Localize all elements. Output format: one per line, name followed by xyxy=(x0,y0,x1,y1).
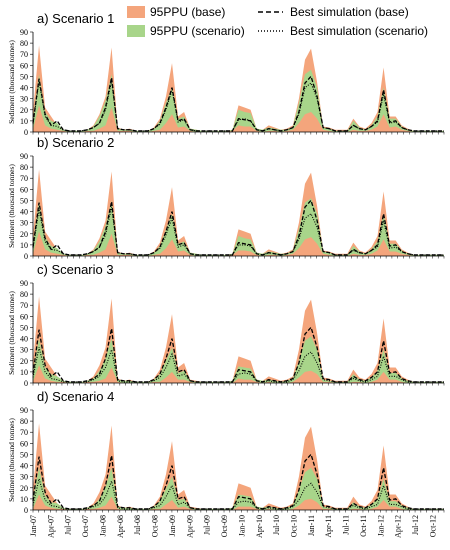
y-tick-label: 80 xyxy=(20,163,28,172)
y-tick-label: 30 xyxy=(20,346,28,355)
y-tick-label: 80 xyxy=(20,290,28,299)
x-tick-label: Jan-10 xyxy=(237,515,246,536)
x-tick-label: Oct-10 xyxy=(290,515,299,537)
x-tick-label: Oct-07 xyxy=(81,515,90,537)
x-tick-label: Apr-09 xyxy=(185,515,194,538)
y-tick-label: 90 xyxy=(20,152,28,161)
panel-2: 0 10 20 30 40 50 60 70 80 90 Sediment (thousand to… xyxy=(7,135,445,261)
legend-swatch-scenario-band xyxy=(127,25,145,37)
panel-title: b) Scenario 2 xyxy=(37,135,114,150)
legend: 95PPU (base) 95PPU (scenario) Best simulat… xyxy=(127,5,428,38)
y-tick-label: 10 xyxy=(20,495,28,504)
y-tick-label: 90 xyxy=(20,28,28,37)
x-tick-label: Jul-11 xyxy=(342,515,351,535)
x-tick-label: Jan-12 xyxy=(376,515,385,536)
x-tick-label: Jan-07 xyxy=(29,515,38,536)
best-sim-base-line xyxy=(32,75,444,132)
panel-4: 0 10 20 30 40 50 60 70 80 90 Sediment (thousand to… xyxy=(7,389,445,515)
legend-label-scenario-band: 95PPU (scenario) xyxy=(150,24,245,38)
y-tick-label: 30 xyxy=(20,219,28,228)
best-sim-base-line xyxy=(32,326,444,383)
x-tick-label: Jan-09 xyxy=(168,515,177,536)
y-tick-label: 0 xyxy=(24,506,28,515)
panel-title: c) Scenario 3 xyxy=(37,262,114,277)
x-tick-label: Oct-11 xyxy=(359,515,368,537)
y-tick-label: 40 xyxy=(20,84,28,93)
y-tick-label: 30 xyxy=(20,473,28,482)
scenario-ppu-band xyxy=(33,336,444,383)
x-tick-label: Jul-07 xyxy=(64,515,73,535)
legend-swatch-base-band xyxy=(127,6,145,18)
y-tick-label: 40 xyxy=(20,462,28,471)
best-sim-base-line xyxy=(32,199,444,256)
y-tick-label: 10 xyxy=(20,241,28,250)
x-tick-label: Jan-08 xyxy=(99,515,108,536)
best-sim-base-line xyxy=(32,453,444,510)
x-tick-label: Apr-10 xyxy=(255,515,264,538)
y-tick-label: 20 xyxy=(20,357,28,366)
y-tick-label: 40 xyxy=(20,335,28,344)
panel-title: d) Scenario 4 xyxy=(37,389,114,404)
y-axis-label: Sediment (thousand tonnes) xyxy=(7,418,16,502)
y-tick-label: 40 xyxy=(20,208,28,217)
best-sim-scenario-line xyxy=(32,206,444,256)
y-tick-label: 60 xyxy=(20,312,28,321)
y-tick-label: 70 xyxy=(20,174,28,183)
y-tick-label: 60 xyxy=(20,61,28,70)
y-tick-label: 50 xyxy=(20,450,28,459)
scenario-ppu-band xyxy=(33,467,444,510)
x-tick-label: Jan-11 xyxy=(307,515,316,536)
y-axis-label: Sediment (thousand tonnes) xyxy=(7,164,16,248)
base-ppu-band xyxy=(33,296,444,383)
y-tick-label: 50 xyxy=(20,323,28,332)
best-sim-scenario-line xyxy=(32,478,444,510)
scenario-ppu-band xyxy=(33,198,444,256)
y-tick-label: 60 xyxy=(20,185,28,194)
y-tick-label: 80 xyxy=(20,39,28,48)
x-tick-label: Jul-09 xyxy=(203,515,212,535)
y-tick-label: 20 xyxy=(20,106,28,115)
x-tick-label: Jul-08 xyxy=(133,515,142,535)
y-tick-label: 20 xyxy=(20,484,28,493)
y-tick-label: 0 xyxy=(24,128,28,137)
x-tick-label: Oct-12 xyxy=(428,515,437,537)
x-tick-label: Jul-12 xyxy=(411,515,420,535)
x-tick-label: Oct-09 xyxy=(220,515,229,537)
y-tick-label: 80 xyxy=(20,417,28,426)
y-tick-label: 20 xyxy=(20,230,28,239)
panel-title: a) Scenario 1 xyxy=(37,11,114,26)
y-tick-label: 30 xyxy=(20,95,28,104)
y-tick-label: 70 xyxy=(20,301,28,310)
legend-label-scenario-line: Best simulation (scenario) xyxy=(290,24,428,38)
y-tick-label: 60 xyxy=(20,439,28,448)
y-tick-label: 50 xyxy=(20,196,28,205)
y-tick-label: 0 xyxy=(24,379,28,388)
x-tick-label: Apr-07 xyxy=(46,515,55,538)
x-tick-label: Apr-12 xyxy=(394,515,403,538)
legend-label-base-band: 95PPU (base) xyxy=(150,5,225,19)
legend-label-base-line: Best simulation (base) xyxy=(290,5,409,19)
x-tick-label: Apr-08 xyxy=(116,515,125,538)
y-tick-label: 70 xyxy=(20,50,28,59)
y-tick-label: 90 xyxy=(20,406,28,415)
x-tick-label: Oct-08 xyxy=(151,515,160,537)
panel-3: 0 10 20 30 40 50 60 70 80 90 Sediment (thousand to… xyxy=(7,262,445,388)
y-tick-label: 10 xyxy=(20,368,28,377)
x-tick-labels: Jan-07 Apr-07 Jul-07 Oct-07 Jan-08 Apr-08 Jul-… xyxy=(29,515,437,538)
best-sim-scenario-line xyxy=(32,80,444,132)
y-axis-label: Sediment (thousand tonnes) xyxy=(7,291,16,375)
y-tick-label: 10 xyxy=(20,117,28,126)
x-tick-label: Jul-10 xyxy=(272,515,281,535)
best-sim-scenario-line xyxy=(32,347,444,383)
y-tick-label: 0 xyxy=(24,252,28,261)
x-tick-label: Apr-11 xyxy=(324,515,333,538)
panel-1: 0 10 20 30 40 50 60 70 80 90 Sediment (thousand to… xyxy=(7,11,445,137)
y-tick-label: 50 xyxy=(20,72,28,81)
y-axis-label: Sediment (thousand tonnes) xyxy=(7,40,16,124)
y-tick-label: 70 xyxy=(20,428,28,437)
base-ppu-band xyxy=(33,423,444,510)
y-tick-label: 90 xyxy=(20,279,28,288)
